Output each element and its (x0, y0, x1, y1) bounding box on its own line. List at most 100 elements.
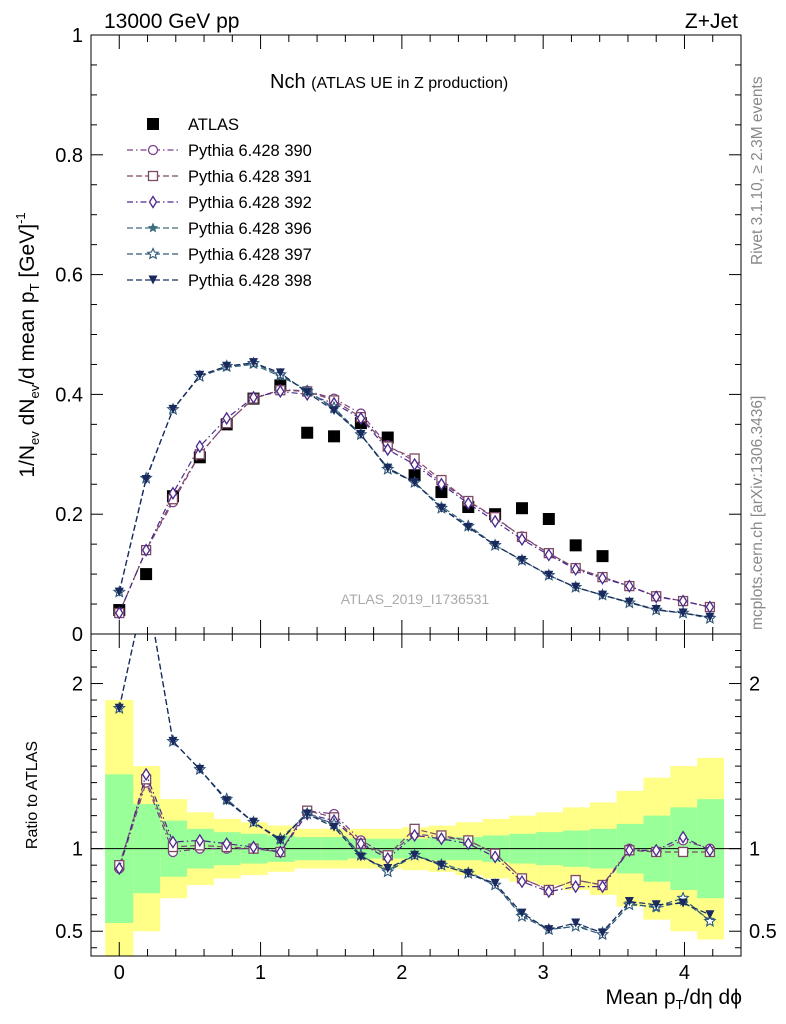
ratio-data-point (222, 796, 232, 806)
ratio-data-point (195, 764, 205, 774)
ratio-data-point (490, 878, 500, 888)
ratio-data-point (141, 579, 151, 589)
ratio-data-point (705, 910, 715, 920)
ratio-data-point (437, 832, 446, 846)
legend-marker (147, 144, 159, 156)
ratio-y-tick-label-right: 0.5 (749, 921, 777, 943)
ratio-data-point (651, 900, 661, 910)
main-data-point (436, 503, 446, 513)
ratio-data-point (517, 874, 527, 889)
main-data-point (249, 390, 258, 405)
main-data-point (490, 514, 500, 529)
ratio-data-point (436, 860, 446, 870)
main-y-tick-label: 1 (72, 25, 83, 47)
ratio-data-point (222, 837, 231, 851)
plot-title: Nch (ATLAS UE in Z production) (270, 71, 508, 93)
main-y-tick-label: 0.4 (55, 384, 83, 406)
ratio-data-point (141, 767, 151, 782)
ratio-data-point (463, 868, 473, 878)
ratio-data-point (677, 846, 689, 858)
ratio-data-point (329, 822, 339, 832)
ratio-panel: 0.5 0.5 1 1 2 2 0 1 2 3 4 Ratio to ATLAS Mean pT/… (24, 35, 777, 1012)
main-y-tick-label: 0.8 (55, 145, 83, 167)
main-y-tick-label: 0 (72, 624, 83, 646)
ratio-data-point (168, 736, 178, 746)
main-data-point (195, 439, 205, 454)
ratio-data-point (141, 579, 151, 589)
main-data-point (410, 457, 419, 472)
main-data-point (571, 582, 581, 592)
legend-label: Pythia 6.428 398 (188, 272, 312, 290)
main-data-point (168, 404, 178, 414)
ratio-data-point (168, 835, 178, 849)
main-data-point (276, 384, 285, 399)
ratio-data-point (678, 830, 688, 844)
ratio-data-point (302, 809, 312, 819)
x-tick-label: 1 (255, 962, 266, 984)
ratio-data-point (571, 879, 580, 894)
ratio-data-point (249, 840, 258, 854)
ratio-y-tick-label: 1 (72, 839, 83, 861)
x-tick-label: 0 (114, 962, 125, 984)
legend-label: Pythia 6.428 397 (188, 246, 312, 264)
main-data-point (624, 597, 634, 607)
ratio-data-point (276, 845, 285, 859)
main-series-line (118, 389, 711, 614)
process-label: Z+Jet (685, 10, 738, 33)
main-data-point (678, 608, 688, 618)
main-data-point (625, 579, 634, 593)
ratio-data-point (678, 898, 688, 908)
main-data-point (705, 612, 715, 622)
main-series-line (118, 363, 711, 618)
main-data-point (544, 570, 554, 580)
main-data-point (275, 368, 285, 378)
x-tick-label: 3 (538, 962, 549, 984)
main-data-point (651, 590, 661, 604)
main-data-point (222, 361, 232, 371)
ratio-data-point (598, 879, 607, 894)
x-axis-label: Mean pT/dη dϕ (606, 986, 742, 1012)
ratio-data-point (275, 835, 285, 845)
main-data-point (140, 568, 153, 581)
main-y-axis-label: 1/Nev dNev/d mean pT [GeV]-1 (13, 212, 42, 477)
main-data-point (517, 555, 527, 565)
legend-label: ATLAS (188, 116, 239, 134)
ratio-data-point (651, 843, 661, 858)
main-data-point (168, 486, 178, 500)
ratio-data-point (571, 918, 581, 928)
main-data-point (195, 370, 205, 380)
main-series-line (118, 390, 711, 614)
legend-marker (147, 118, 159, 130)
main-data-point (410, 477, 420, 487)
ratio-data-point (544, 925, 554, 935)
legend-marker (146, 247, 160, 260)
main-data-point (356, 430, 366, 440)
main-data-point (222, 411, 231, 426)
ratio-series-line (118, 634, 711, 936)
main-data-point (114, 606, 124, 620)
main-data-point (435, 486, 448, 499)
main-data-point (383, 463, 393, 473)
main-y-tick-label: 0.2 (55, 504, 83, 526)
main-data-point (596, 550, 609, 563)
main-data-point (544, 548, 554, 562)
ratio-y-tick-label: 0.5 (55, 921, 83, 943)
main-data-point (383, 442, 393, 457)
main-data-point (651, 604, 661, 614)
main-data-point (571, 562, 580, 577)
main-data-point (598, 571, 607, 586)
main-data-point (328, 430, 341, 443)
main-data-point (437, 477, 446, 491)
main-data-point (356, 411, 366, 426)
ratio-data-point (624, 897, 634, 907)
ratio-data-point (114, 861, 124, 876)
main-data-point (598, 590, 608, 600)
main-data-point (515, 502, 528, 515)
ratio-data-point (490, 850, 500, 864)
legend-marker (148, 195, 158, 209)
ratio-data-point (625, 843, 634, 858)
ratio-data-point (142, 580, 151, 589)
ratio-data-point (195, 833, 205, 848)
main-data-point (141, 543, 151, 557)
ratio-y-axis-label: Ratio to ATLAS (24, 741, 41, 849)
